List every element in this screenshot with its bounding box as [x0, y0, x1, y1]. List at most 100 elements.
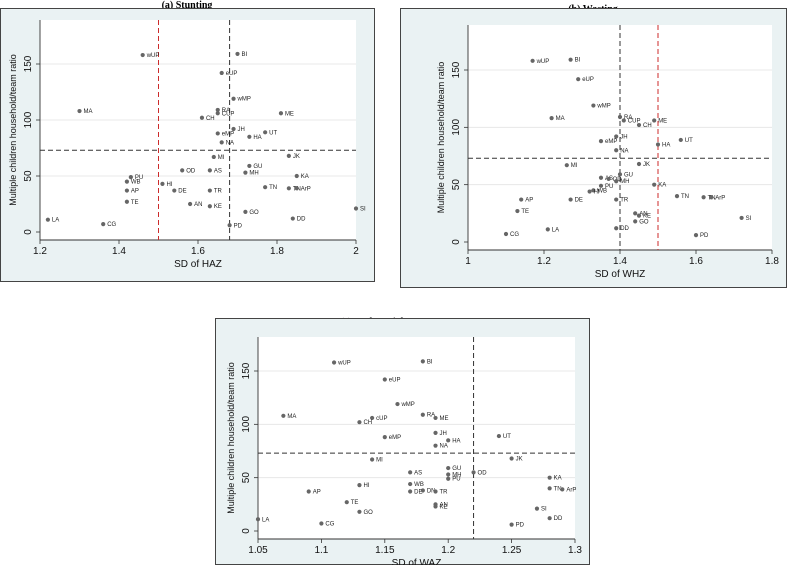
- point-label: JK: [643, 162, 650, 168]
- data-point: [674, 194, 680, 199]
- point-label: NA: [226, 140, 234, 146]
- data-point: [678, 137, 683, 143]
- data-point: [420, 488, 425, 493]
- y-axis-label: Multiple children household/team ratio: [8, 54, 18, 206]
- point-label: HI: [166, 182, 172, 188]
- data-point: [496, 433, 502, 439]
- point-label: BI: [427, 359, 433, 365]
- data-point: [231, 96, 236, 101]
- point-label: BI: [575, 58, 581, 64]
- point-label: TN: [554, 486, 562, 492]
- data-point: [124, 188, 129, 193]
- data-point: [353, 206, 359, 211]
- data-point: [382, 435, 387, 440]
- data-point: [306, 489, 311, 494]
- stunting-panel: (a) Stunting 0 50 100 150 1.2 1.4 1.6 1.8 2 SD of …: [0, 0, 375, 282]
- data-point: [215, 111, 220, 116]
- data-point: [560, 487, 565, 492]
- data-point: [188, 201, 193, 207]
- data-point: [568, 197, 573, 202]
- point-label: HI: [363, 483, 369, 489]
- data-point: [286, 153, 291, 158]
- point-label: MA: [556, 116, 565, 122]
- data-point: [357, 420, 362, 425]
- data-point: [231, 126, 236, 132]
- y-tick-label: 150: [23, 55, 34, 72]
- point-label: AN: [440, 502, 448, 508]
- point-label: MH: [249, 171, 258, 177]
- data-point: [614, 226, 619, 231]
- point-label: TN: [681, 194, 689, 200]
- point-label: GO: [363, 510, 373, 516]
- data-point: [591, 103, 596, 108]
- data-point: [652, 118, 657, 123]
- point-label: TN: [269, 185, 277, 191]
- chart-title: (a) Stunting: [161, 0, 213, 11]
- point-label: TE: [131, 200, 139, 206]
- point-label: wMP: [400, 402, 414, 408]
- data-point: [255, 517, 261, 522]
- data-point: [160, 181, 165, 186]
- point-label: eMP: [605, 139, 617, 145]
- point-label: TE: [351, 500, 359, 506]
- y-tick-label: 50: [451, 179, 462, 191]
- data-point: [395, 401, 400, 407]
- point-label: CH: [643, 123, 652, 129]
- data-point: [215, 107, 220, 113]
- y-tick-label: 0: [241, 528, 252, 534]
- data-point: [568, 57, 573, 62]
- x-tick-label: 1.05: [248, 545, 268, 556]
- point-label: CG: [107, 222, 116, 228]
- point-label: BI: [242, 52, 248, 58]
- y-tick-label: 100: [241, 416, 252, 433]
- data-point: [294, 173, 299, 179]
- point-label: KA: [658, 183, 666, 189]
- point-label: WB: [597, 188, 607, 194]
- data-point: [547, 516, 552, 521]
- point-label: KA: [301, 174, 309, 180]
- y-tick-label: 0: [23, 229, 34, 235]
- data-point: [576, 77, 581, 82]
- point-label: MH: [620, 179, 629, 185]
- point-label: PD: [234, 223, 243, 229]
- point-label: GO: [249, 210, 259, 216]
- x-tick-label: 1.15: [375, 545, 395, 556]
- data-point: [357, 483, 362, 488]
- point-label: JH: [620, 135, 627, 141]
- point-label: AP: [313, 490, 321, 496]
- x-tick-label: 1.8: [765, 256, 779, 267]
- data-point: [614, 148, 619, 153]
- point-label: PU: [135, 175, 143, 181]
- x-tick-label: 1.4: [613, 256, 627, 267]
- data-point: [547, 475, 552, 480]
- x-tick-label: 1: [465, 256, 471, 267]
- data-point: [199, 115, 205, 120]
- point-label: PU: [605, 184, 613, 190]
- point-label: HA: [662, 143, 670, 149]
- point-label: UT: [269, 130, 277, 136]
- x-tick-label: 1.4: [112, 246, 126, 257]
- data-point: [446, 465, 451, 471]
- data-point: [617, 114, 623, 120]
- point-label: TR: [620, 198, 629, 204]
- data-point: [701, 195, 706, 200]
- point-label: ME: [285, 111, 294, 117]
- data-point: [180, 168, 185, 173]
- point-label: wUP: [337, 360, 351, 366]
- data-point: [281, 413, 286, 418]
- data-point: [290, 216, 295, 221]
- point-label: AS: [214, 168, 222, 174]
- data-point: [344, 500, 349, 505]
- data-point: [549, 116, 554, 121]
- point-label: MI: [376, 458, 383, 464]
- point-label: eUP: [389, 378, 401, 384]
- point-label: eMP: [389, 435, 401, 441]
- point-label: GU: [624, 172, 633, 178]
- data-point: [263, 185, 268, 190]
- point-label: ArP: [301, 186, 311, 192]
- point-label: JH: [440, 431, 447, 437]
- point-label: eUP: [582, 77, 594, 83]
- point-label: KE: [214, 204, 222, 210]
- data-point: [693, 233, 699, 238]
- data-point: [319, 521, 324, 526]
